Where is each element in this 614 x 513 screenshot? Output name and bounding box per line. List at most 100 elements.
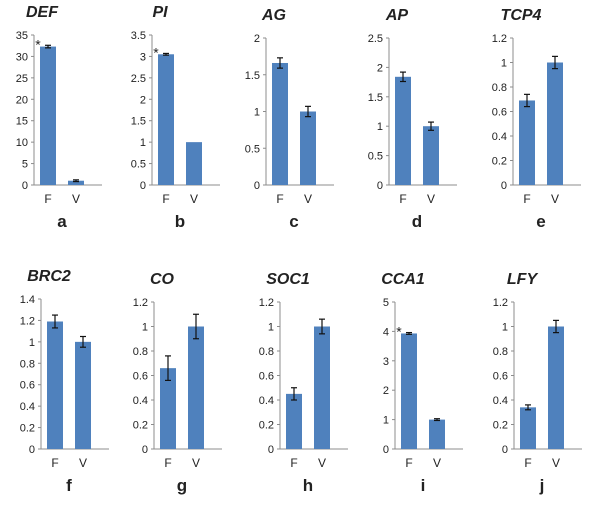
y-tick-label: 0.6 <box>259 371 274 383</box>
bar-V <box>300 111 316 185</box>
bar-F <box>520 407 536 449</box>
chart-panel-b: 0 0.5 1 1.5 2 2.5 3 3.5 PI * F Vb <box>131 4 220 231</box>
bar-V <box>423 126 439 185</box>
y-tick-label: 0.5 <box>131 159 146 171</box>
y-tick-label: 1.5 <box>245 70 260 82</box>
y-tick-label: 4 <box>383 326 389 338</box>
y-tick-label: 0 <box>502 444 508 456</box>
y-tick-label: 0.6 <box>493 371 508 383</box>
panel-letter: g <box>177 476 187 495</box>
y-tick-label: 3 <box>383 356 389 368</box>
y-tick-label: 0.8 <box>492 82 507 94</box>
bar-F <box>47 321 63 449</box>
y-tick-label: 0.2 <box>20 423 35 435</box>
x-category-label: V <box>433 456 441 470</box>
y-tick-label: 0 <box>142 444 148 456</box>
chart-panel-i: 0 1 2 3 4 5 CCA1 * F Vi <box>381 271 463 495</box>
y-tick-label: 0.2 <box>259 420 274 432</box>
chart-panel-d: 0 0.5 1 1.5 2 2.5AP F Vd <box>368 7 457 231</box>
y-tick-label: 1.5 <box>131 116 146 128</box>
y-tick-label: 0.2 <box>133 420 148 432</box>
y-tick-label: 1.2 <box>493 297 508 309</box>
chart-title: CCA1 <box>381 271 425 288</box>
bar-F <box>40 46 56 186</box>
panel-letter: i <box>421 476 426 495</box>
bar-F <box>286 393 302 449</box>
y-tick-label: 2 <box>254 33 260 45</box>
chart-title: AG <box>261 7 286 24</box>
x-category-label: V <box>318 456 326 470</box>
y-tick-label: 10 <box>16 137 28 149</box>
y-tick-label: 2 <box>140 94 146 106</box>
y-tick-label: 0.8 <box>20 358 35 370</box>
bar-V <box>68 180 84 185</box>
y-tick-label: 5 <box>383 297 389 309</box>
y-tick-label: 15 <box>16 116 28 128</box>
chart-title: SOC1 <box>266 271 310 288</box>
significance-star: * <box>35 36 41 52</box>
y-tick-label: 0 <box>383 444 389 456</box>
y-tick-label: 0 <box>254 180 260 192</box>
panel-letter: f <box>66 476 72 495</box>
y-tick-label: 0 <box>140 180 146 192</box>
chart-panel-a: 0 5 10 15 20 25 30 35 DEF * F Va <box>16 4 102 231</box>
y-tick-label: 1 <box>502 322 508 334</box>
chart-title: LFY <box>507 271 539 288</box>
chart-panel-h: 0 0.2 0.4 0.6 0.8 1 1.2 SOC1 F Vh <box>259 271 348 495</box>
chart-panel-j: 0 0.2 0.4 0.6 0.8 1 1.2 LFY F Vj <box>493 271 582 495</box>
y-tick-label: 35 <box>16 30 28 42</box>
y-tick-label: 1.2 <box>20 315 35 327</box>
bar-V <box>188 326 204 449</box>
bar-V <box>314 326 330 449</box>
chart-panel-g: 0 0.2 0.4 0.6 0.8 1 1.2CO F Vg <box>133 271 222 495</box>
y-tick-label: 0 <box>22 180 28 192</box>
y-tick-label: 20 <box>16 94 28 106</box>
significance-star: * <box>153 44 159 60</box>
y-tick-label: 1.4 <box>20 294 35 306</box>
y-tick-label: 0.2 <box>493 420 508 432</box>
y-tick-label: 0 <box>29 444 35 456</box>
x-category-label: V <box>190 192 198 206</box>
y-tick-label: 0.6 <box>20 380 35 392</box>
y-tick-label: 3 <box>140 51 146 63</box>
y-tick-label: 0.8 <box>493 346 508 358</box>
y-tick-label: 2 <box>383 385 389 397</box>
x-category-label: F <box>164 456 171 470</box>
panel-letter: c <box>289 212 298 231</box>
x-category-label: F <box>276 192 283 206</box>
y-tick-label: 2 <box>377 62 383 74</box>
y-tick-label: 0.4 <box>259 395 274 407</box>
x-category-label: F <box>44 192 51 206</box>
x-category-label: F <box>405 456 412 470</box>
y-tick-label: 0.4 <box>20 401 35 413</box>
y-tick-label: 1.2 <box>259 297 274 309</box>
chart-title: CO <box>150 271 175 288</box>
y-tick-label: 1 <box>254 107 260 119</box>
y-tick-label: 2.5 <box>131 73 146 85</box>
bar-F <box>401 333 417 449</box>
y-tick-label: 5 <box>22 159 28 171</box>
y-tick-label: 0.5 <box>245 143 260 155</box>
y-tick-label: 1 <box>501 58 507 70</box>
y-tick-label: 0.6 <box>133 371 148 383</box>
x-category-label: F <box>399 192 406 206</box>
y-tick-label: 1 <box>383 415 389 427</box>
chart-title: DEF <box>26 4 59 21</box>
y-tick-label: 0 <box>501 180 507 192</box>
bar-V <box>547 62 563 185</box>
x-category-label: F <box>290 456 297 470</box>
y-tick-label: 0.6 <box>492 107 507 119</box>
x-category-label: F <box>523 192 530 206</box>
panel-letter: d <box>412 212 422 231</box>
panel-letter: a <box>57 212 67 231</box>
bar-F <box>395 76 411 185</box>
y-tick-label: 30 <box>16 51 28 63</box>
significance-star: * <box>396 324 402 340</box>
x-category-label: F <box>524 456 531 470</box>
panel-letter: j <box>539 476 545 495</box>
x-category-label: V <box>79 456 87 470</box>
bar-F <box>160 368 176 449</box>
x-category-label: V <box>192 456 200 470</box>
y-tick-label: 2.5 <box>368 33 383 45</box>
